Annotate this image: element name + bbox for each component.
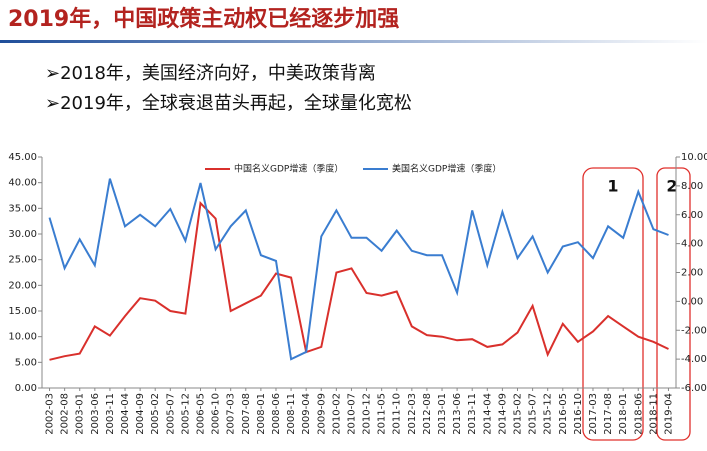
y-tick-label: 0.00 xyxy=(15,383,37,394)
x-tick-label: 2009-09 xyxy=(316,393,327,435)
y2-tick-label: 2.00 xyxy=(681,268,703,279)
y2-tick-label: -2.00 xyxy=(681,325,707,336)
y-tick-label: 5.00 xyxy=(15,357,37,368)
x-tick-label: 2015-07 xyxy=(528,393,539,435)
y-tick-label: 30.00 xyxy=(8,229,37,240)
x-tick-label: 2017-08 xyxy=(603,393,614,435)
x-tick-label: 2010-02 xyxy=(331,393,342,435)
x-tick-label: 2007-03 xyxy=(226,393,237,435)
x-tick-label: 2018-01 xyxy=(618,393,629,435)
legend-label: 美国名义GDP增速（季度） xyxy=(392,163,501,175)
x-tick-label: 2011-10 xyxy=(392,393,403,435)
x-tick-label: 2006-10 xyxy=(211,393,222,435)
x-tick-label: 2008-11 xyxy=(286,393,297,435)
y2-tick-label: 0.00 xyxy=(681,296,703,307)
x-tick-label: 2012-08 xyxy=(422,393,433,435)
x-tick-label: 2010-12 xyxy=(362,393,373,435)
x-tick-label: 2014-09 xyxy=(497,393,508,435)
bullet: ➢2018年，美国经济向好，中美政策背离 xyxy=(45,63,376,84)
x-tick-label: 2017-03 xyxy=(588,393,599,435)
x-tick-label: 2004-04 xyxy=(120,393,131,435)
x-tick-label: 2003-06 xyxy=(90,393,101,435)
y2-tick-label: 10.00 xyxy=(681,152,707,163)
x-tick-label: 2002-03 xyxy=(45,393,56,435)
y-tick-label: 10.00 xyxy=(8,332,37,343)
x-tick-label: 2018-11 xyxy=(648,393,659,435)
series-line xyxy=(49,201,669,361)
x-tick-label: 2013-06 xyxy=(452,393,463,435)
y2-tick-label: 4.00 xyxy=(681,239,703,250)
x-tick-label: 2005-02 xyxy=(150,393,161,435)
x-tick-label: 2019-04 xyxy=(663,393,674,435)
slide-title: 2019年，中国政策主动权已经逐步加强 xyxy=(8,6,399,32)
y-tick-label: 40.00 xyxy=(8,178,37,189)
y-tick-label: 35.00 xyxy=(8,203,37,214)
x-tick-label: 2013-11 xyxy=(467,393,478,435)
x-tick-label: 2012-03 xyxy=(407,393,418,435)
x-tick-label: 2002-08 xyxy=(60,393,71,435)
x-tick-label: 2018-06 xyxy=(633,393,644,435)
y-tick-label: 25.00 xyxy=(8,255,37,266)
x-tick-label: 2011-05 xyxy=(377,393,388,435)
bullet: ➢2019年，全球衰退苗头再起，全球量化宽松 xyxy=(45,93,412,114)
x-tick-label: 2008-06 xyxy=(271,393,282,435)
y-tick-label: 45.00 xyxy=(8,152,37,163)
x-tick-label: 2003-11 xyxy=(105,393,116,435)
x-tick-label: 2007-08 xyxy=(241,393,252,435)
y2-tick-label: -4.00 xyxy=(681,354,707,365)
annotation: 1 xyxy=(607,177,618,196)
x-tick-label: 2003-01 xyxy=(75,393,86,435)
x-tick-label: 2009-04 xyxy=(301,393,312,435)
highlight-box xyxy=(582,167,644,441)
title-underline xyxy=(0,40,707,43)
x-tick-label: 2015-12 xyxy=(543,393,554,435)
y-tick-label: 20.00 xyxy=(8,280,37,291)
x-tick-label: 2016-10 xyxy=(573,393,584,435)
x-tick-label: 2015-02 xyxy=(513,393,524,435)
y2-tick-label: -6.00 xyxy=(681,383,707,394)
legend-label: 中国名义GDP增速（季度） xyxy=(234,163,343,175)
x-tick-label: 2008-01 xyxy=(256,393,267,435)
series-line xyxy=(48,178,669,361)
x-tick-label: 2010-07 xyxy=(346,393,357,435)
x-tick-label: 2013-01 xyxy=(437,393,448,435)
x-tick-label: 2005-12 xyxy=(180,393,191,435)
y-tick-label: 15.00 xyxy=(8,306,37,317)
x-tick-label: 2016-05 xyxy=(558,393,569,435)
annotation: 2 xyxy=(666,177,677,196)
x-tick-label: 2006-05 xyxy=(196,393,207,435)
highlight-box xyxy=(656,167,691,441)
x-tick-label: 2005-07 xyxy=(165,393,176,435)
y2-tick-label: 8.00 xyxy=(681,181,703,192)
x-tick-label: 2004-09 xyxy=(135,393,146,435)
y2-tick-label: 6.00 xyxy=(681,210,703,221)
x-tick-label: 2014-04 xyxy=(482,393,493,435)
